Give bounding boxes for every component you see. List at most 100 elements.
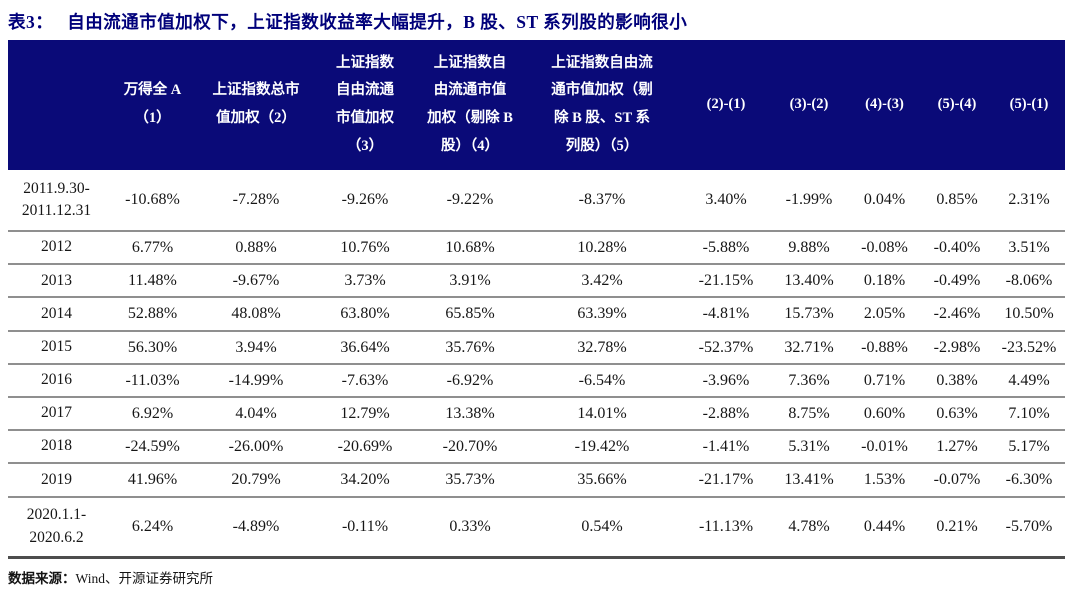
row-period: 2015 bbox=[8, 330, 105, 365]
table-cell: -0.08% bbox=[848, 231, 921, 266]
table-cell: 36.64% bbox=[312, 330, 418, 365]
table-cell: 2.05% bbox=[848, 297, 921, 332]
table-cell: 13.38% bbox=[418, 396, 522, 432]
table-cell: 6.92% bbox=[105, 396, 200, 432]
table-cell: -0.11% bbox=[312, 496, 418, 559]
table-cell: 0.21% bbox=[921, 496, 993, 559]
table-row: 2014 52.88% 48.08% 63.80% 65.85% 63.39% -4.81%… bbox=[8, 297, 1065, 332]
table-cell: 0.60% bbox=[848, 396, 921, 432]
table-title-number: 表3： bbox=[8, 12, 54, 32]
table-cell: 32.78% bbox=[522, 330, 682, 365]
col-header-diff-3-2: (3)-(2) bbox=[770, 40, 848, 170]
table-row: 2018 -24.59% -26.00% -20.69% -20.70% -19.42% -… bbox=[8, 430, 1065, 465]
table-cell: -6.92% bbox=[418, 363, 522, 398]
table-cell: 2.31% bbox=[993, 170, 1065, 232]
table-cell: -9.26% bbox=[312, 170, 418, 232]
table-cell: 3.40% bbox=[682, 170, 770, 232]
table-cell: -26.00% bbox=[200, 430, 312, 465]
table-cell: -20.70% bbox=[418, 430, 522, 465]
row-period: 2018 bbox=[8, 430, 105, 465]
table-cell: -2.98% bbox=[921, 330, 993, 365]
table-cell: -5.70% bbox=[993, 496, 1065, 559]
col-header-sse-total-mcap: 上证指数总市 值加权（2） bbox=[200, 40, 312, 170]
table-cell: -0.88% bbox=[848, 330, 921, 365]
table-cell: -8.06% bbox=[993, 264, 1065, 299]
data-source-text: Wind、开源证券研究所 bbox=[75, 571, 213, 586]
table-cell: 35.66% bbox=[522, 463, 682, 498]
table-row: 2013 11.48% -9.67% 3.73% 3.91% 3.42% -21.15% 13… bbox=[8, 264, 1065, 299]
table-cell: 1.53% bbox=[848, 463, 921, 498]
table-cell: -1.99% bbox=[770, 170, 848, 232]
table-cell: 65.85% bbox=[418, 297, 522, 332]
row-period: 2012 bbox=[8, 231, 105, 266]
table-cell: -21.17% bbox=[682, 463, 770, 498]
table-cell: 35.76% bbox=[418, 330, 522, 365]
row-period: 2019 bbox=[8, 463, 105, 498]
table-cell: 8.75% bbox=[770, 396, 848, 432]
data-source-label: 数据来源： bbox=[8, 571, 76, 586]
table-cell: 52.88% bbox=[105, 297, 200, 332]
table-cell: 6.24% bbox=[105, 496, 200, 559]
index-returns-table: 万得全 A （1） 上证指数总市 值加权（2） 上证指数 自由流通 市值加权 （… bbox=[8, 40, 1065, 559]
table-cell: 10.50% bbox=[993, 297, 1065, 332]
table-cell: 3.51% bbox=[993, 231, 1065, 266]
table-cell: -11.03% bbox=[105, 363, 200, 398]
table-row: 2017 6.92% 4.04% 12.79% 13.38% 14.01% -2.88% 8.… bbox=[8, 396, 1065, 432]
col-header-sse-free-float: 上证指数 自由流通 市值加权 （3） bbox=[312, 40, 418, 170]
table-cell: 15.73% bbox=[770, 297, 848, 332]
table-cell: -0.40% bbox=[921, 231, 993, 266]
header-row: 万得全 A （1） 上证指数总市 值加权（2） 上证指数 自由流通 市值加权 （… bbox=[8, 40, 1065, 170]
table-cell: 7.10% bbox=[993, 396, 1065, 432]
table-cell: -52.37% bbox=[682, 330, 770, 365]
table-cell: -14.99% bbox=[200, 363, 312, 398]
table-cell: -19.42% bbox=[522, 430, 682, 465]
col-header-period bbox=[8, 40, 105, 170]
table-cell: 20.79% bbox=[200, 463, 312, 498]
table-cell: 4.04% bbox=[200, 396, 312, 432]
table-cell: -1.41% bbox=[682, 430, 770, 465]
table-cell: 0.88% bbox=[200, 231, 312, 266]
table-cell: 5.17% bbox=[993, 430, 1065, 465]
table-cell: 7.36% bbox=[770, 363, 848, 398]
table-cell: -0.49% bbox=[921, 264, 993, 299]
table-cell: -20.69% bbox=[312, 430, 418, 465]
data-source: 数据来源：Wind、开源证券研究所 bbox=[8, 567, 1080, 587]
table-cell: 35.73% bbox=[418, 463, 522, 498]
col-header-sse-free-float-ex-b: 上证指数自 由流通市值 加权（剔除 B 股）（4） bbox=[418, 40, 522, 170]
table-cell: 0.04% bbox=[848, 170, 921, 232]
table-cell: 41.96% bbox=[105, 463, 200, 498]
table-cell: 48.08% bbox=[200, 297, 312, 332]
col-header-wind-all-a: 万得全 A （1） bbox=[105, 40, 200, 170]
table-cell: 9.88% bbox=[770, 231, 848, 266]
table-cell: -5.88% bbox=[682, 231, 770, 266]
table-cell: -9.22% bbox=[418, 170, 522, 232]
table-cell: 0.18% bbox=[848, 264, 921, 299]
table-cell: 10.28% bbox=[522, 231, 682, 266]
table-cell: 3.91% bbox=[418, 264, 522, 299]
table-cell: -3.96% bbox=[682, 363, 770, 398]
table-cell: 13.40% bbox=[770, 264, 848, 299]
table-row: 2019 41.96% 20.79% 34.20% 35.73% 35.66% -21.17… bbox=[8, 463, 1065, 498]
table-row: 2011.9.30- 2011.12.31 -10.68% -7.28% -9.26%… bbox=[8, 170, 1065, 232]
table-cell: -0.07% bbox=[921, 463, 993, 498]
row-period: 2020.1.1- 2020.6.2 bbox=[8, 496, 105, 559]
table-cell: -2.46% bbox=[921, 297, 993, 332]
table-cell: 5.31% bbox=[770, 430, 848, 465]
table-cell: -6.54% bbox=[522, 363, 682, 398]
table-cell: 13.41% bbox=[770, 463, 848, 498]
table-cell: 0.33% bbox=[418, 496, 522, 559]
table-cell: -7.28% bbox=[200, 170, 312, 232]
table-row: 2016 -11.03% -14.99% -7.63% -6.92% -6.54% -3.9… bbox=[8, 363, 1065, 398]
table-cell: 0.85% bbox=[921, 170, 993, 232]
row-period: 2014 bbox=[8, 297, 105, 332]
row-period: 2013 bbox=[8, 264, 105, 299]
table-cell: 10.76% bbox=[312, 231, 418, 266]
table-cell: 0.63% bbox=[921, 396, 993, 432]
table-row: 2015 56.30% 3.94% 36.64% 35.76% 32.78% -52.37%… bbox=[8, 330, 1065, 365]
table-cell: -0.01% bbox=[848, 430, 921, 465]
col-header-diff-4-3: (4)-(3) bbox=[848, 40, 921, 170]
table-cell: 3.94% bbox=[200, 330, 312, 365]
table-title-text: 自由流通市值加权下，上证指数收益率大幅提升，B 股、ST 系列股的影响很小 bbox=[67, 12, 688, 32]
row-period: 2011.9.30- 2011.12.31 bbox=[8, 170, 105, 232]
